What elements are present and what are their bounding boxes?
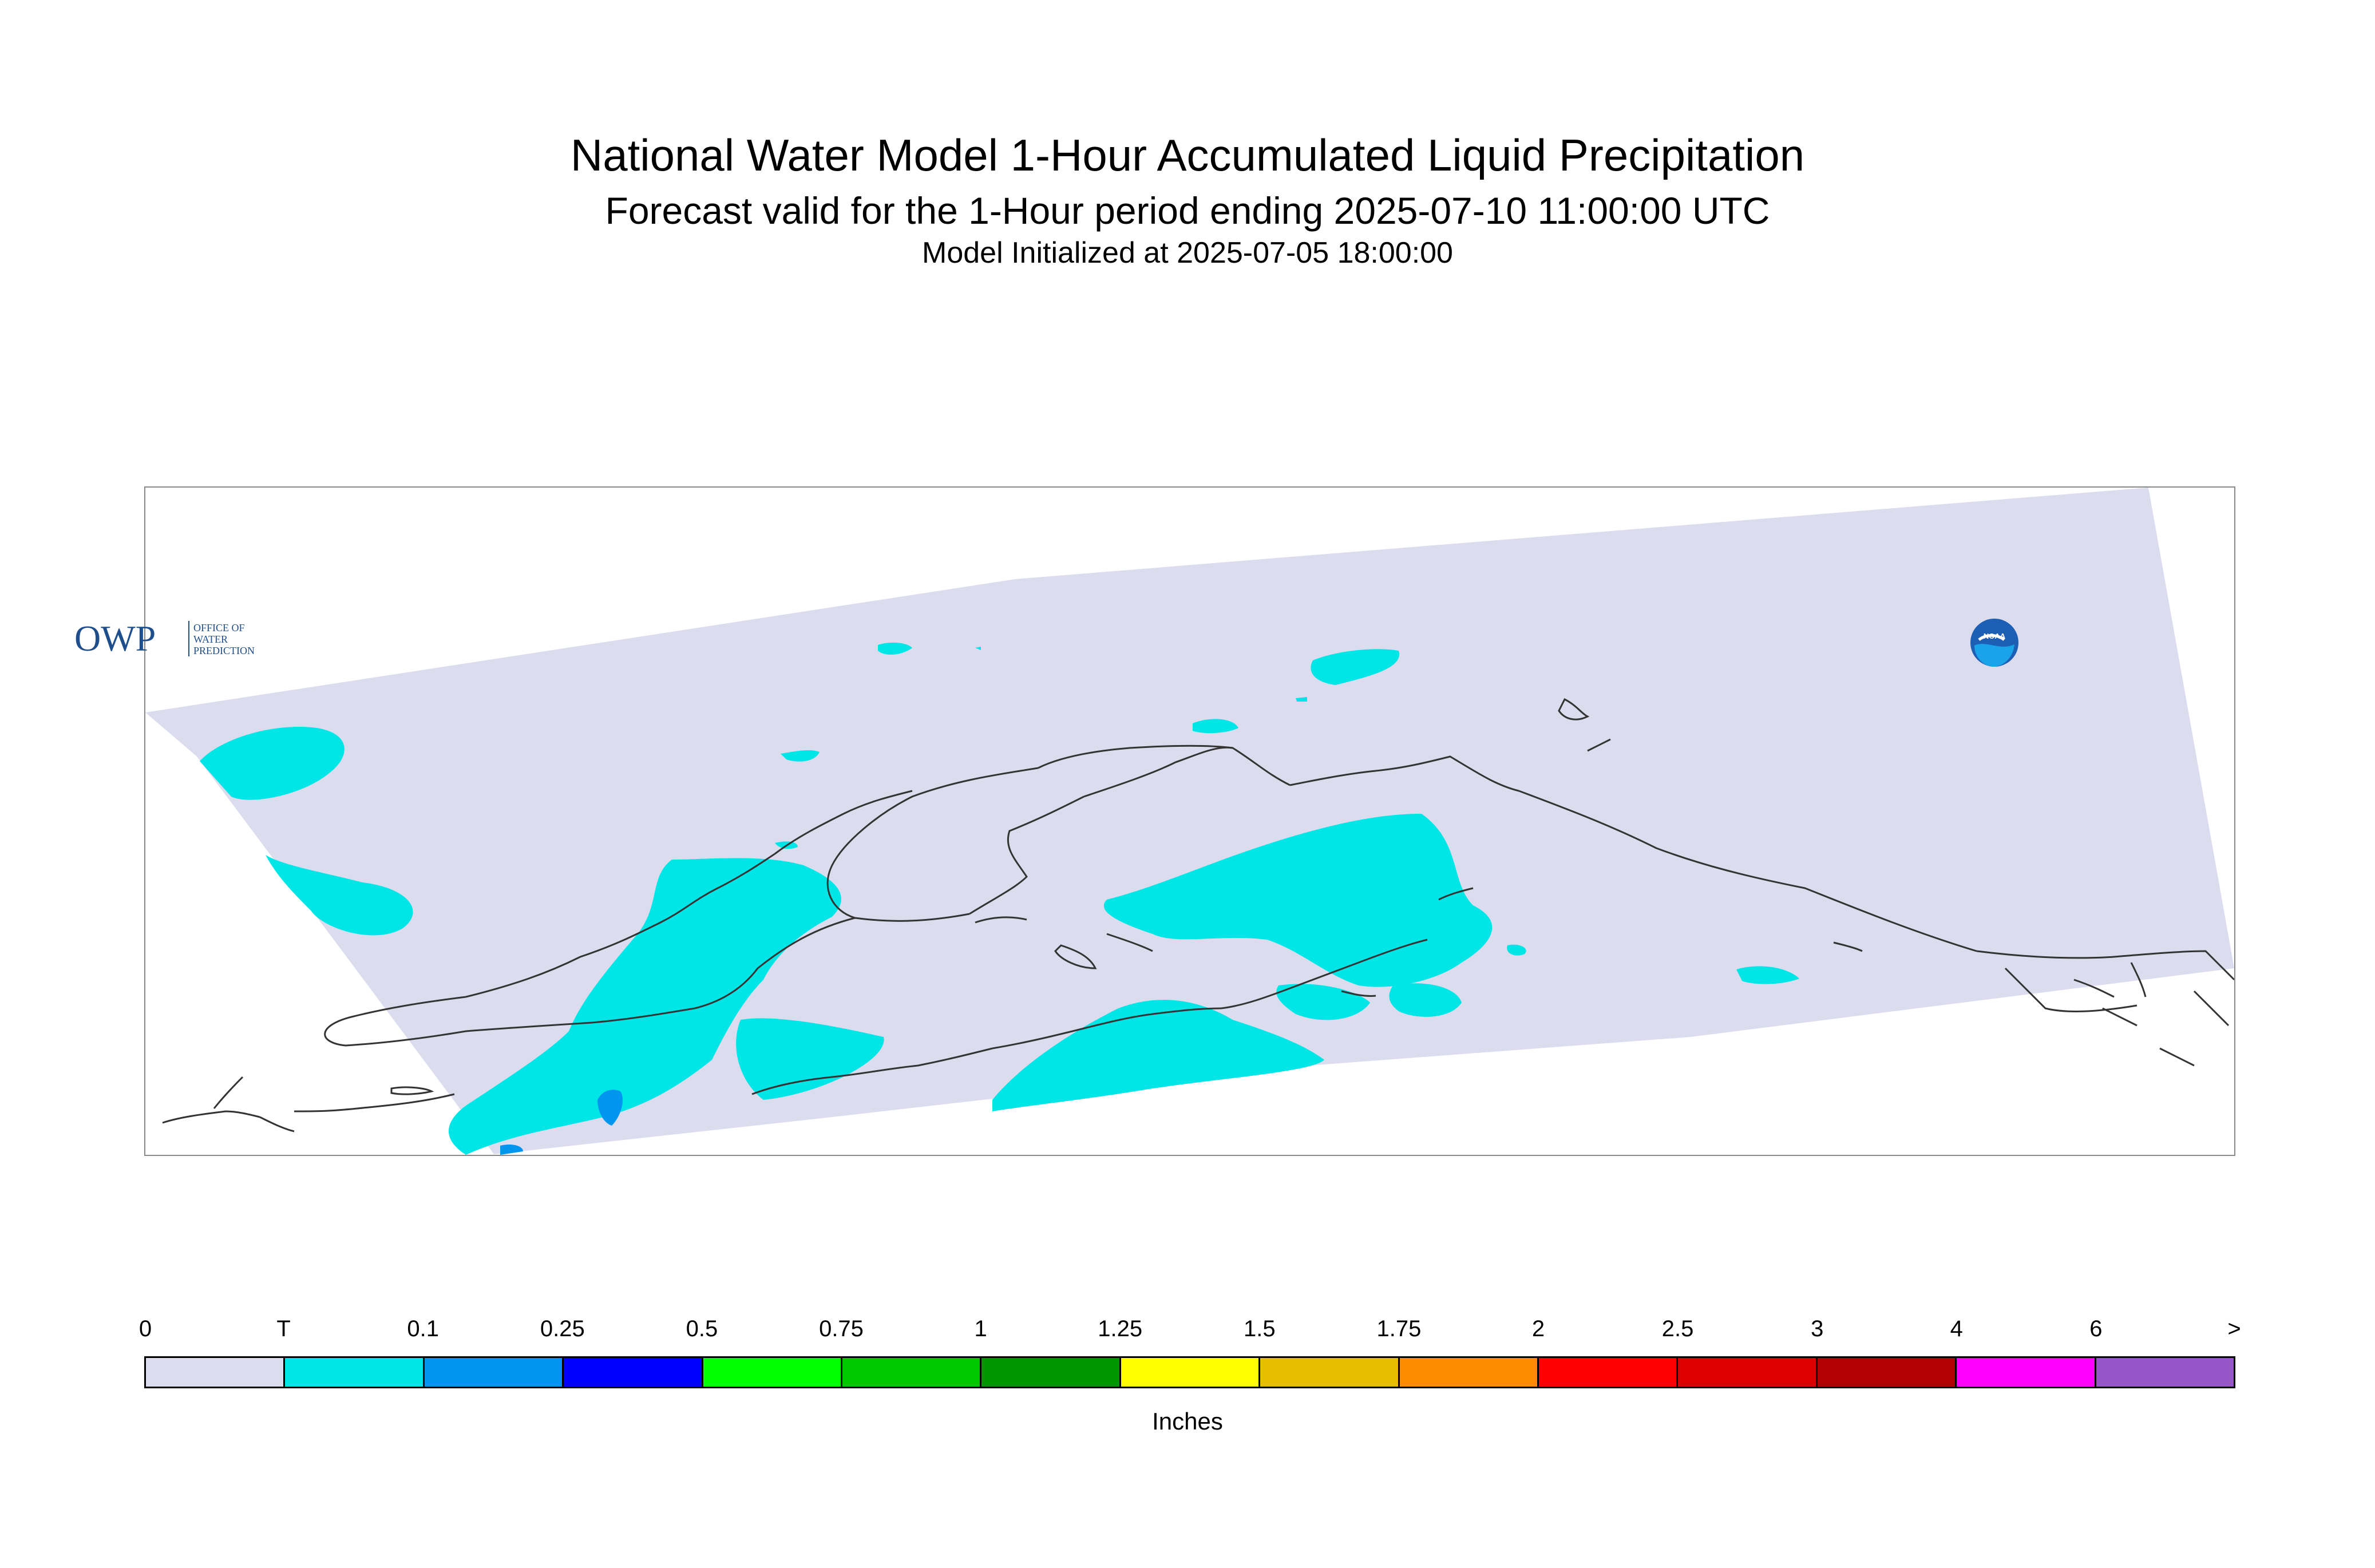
owp-logo: OWP OFFICE OF WATER PREDICTION xyxy=(74,615,286,661)
legend-swatch xyxy=(1539,1358,1679,1387)
legend-tick-label: 0.1 xyxy=(407,1316,439,1341)
legend-swatch xyxy=(564,1358,703,1387)
legend-tick-label: 1.5 xyxy=(1243,1316,1276,1341)
legend-tick-label: 2.5 xyxy=(1661,1316,1694,1341)
legend-swatch xyxy=(1260,1358,1400,1387)
legend-units: Inches xyxy=(1152,1408,1223,1435)
legend-swatch xyxy=(981,1358,1121,1387)
legend-tick-label: 3 xyxy=(1811,1316,1824,1341)
owp-logo-text-3: PREDICTION xyxy=(193,645,255,656)
legend-swatch xyxy=(1399,1358,1539,1387)
color-legend xyxy=(144,1356,2235,1388)
map-canvas xyxy=(145,488,2234,1155)
map-title: National Water Model 1-Hour Accumulated … xyxy=(570,130,1805,180)
legend-tick-label: 1.75 xyxy=(1376,1316,1422,1341)
legend-swatch xyxy=(1678,1358,1818,1387)
legend-swatch xyxy=(424,1358,564,1387)
legend-tick-label: 6 xyxy=(2089,1316,2103,1341)
legend-tick-label: 1.25 xyxy=(1098,1316,1143,1341)
legend-tick-label: 4 xyxy=(1950,1316,1963,1341)
legend-tick-label: 0.75 xyxy=(819,1316,864,1341)
owp-logo-graphic: OWP OFFICE OF WATER PREDICTION xyxy=(74,618,255,659)
owp-logo-mark: OWP xyxy=(74,618,156,659)
legend-ticks: 0 T 0.1 0.25 0.5 0.75 1 1.25 1.5 1.75 2 2.5 3 4 6 > xyxy=(139,1316,2241,1345)
legend-tick-label: 1 xyxy=(974,1316,987,1341)
coastlines xyxy=(162,698,2234,1133)
legend-swatch xyxy=(146,1358,286,1387)
outside-domain xyxy=(145,712,494,1155)
legend-tick-label: T xyxy=(276,1316,291,1341)
legend-swatch xyxy=(842,1358,982,1387)
legend-swatch xyxy=(1817,1358,1957,1387)
legend-swatch xyxy=(285,1358,425,1387)
owp-logo-text-2: WATER xyxy=(193,633,228,645)
legend-swatch xyxy=(703,1358,843,1387)
owp-logo-text-1: OFFICE OF xyxy=(193,622,245,633)
map-subtitle: Forecast valid for the 1-Hour period end… xyxy=(605,189,1770,232)
legend-tick-label: 0.5 xyxy=(686,1316,718,1341)
legend-tick-label: 0 xyxy=(138,1316,152,1341)
legend-swatch xyxy=(1121,1358,1261,1387)
precipitation-map xyxy=(144,486,2235,1156)
legend-swatch xyxy=(2096,1358,2234,1387)
noaa-logo: NOAA xyxy=(1969,617,2020,668)
legend-tick-label: 0.25 xyxy=(540,1316,585,1341)
precip-light-areas xyxy=(500,1090,623,1155)
precip-trace-areas xyxy=(200,642,1799,1155)
model-init-time: Model Initialized at 2025-07-05 18:00:00 xyxy=(922,236,1453,270)
legend-swatch xyxy=(1957,1358,2096,1387)
noaa-logo-graphic: NOAA xyxy=(1970,619,2018,667)
legend-tick-label: 2 xyxy=(1531,1316,1545,1341)
noaa-logo-text: NOAA xyxy=(1984,632,2006,640)
legend-tick-label: > xyxy=(2227,1316,2241,1341)
